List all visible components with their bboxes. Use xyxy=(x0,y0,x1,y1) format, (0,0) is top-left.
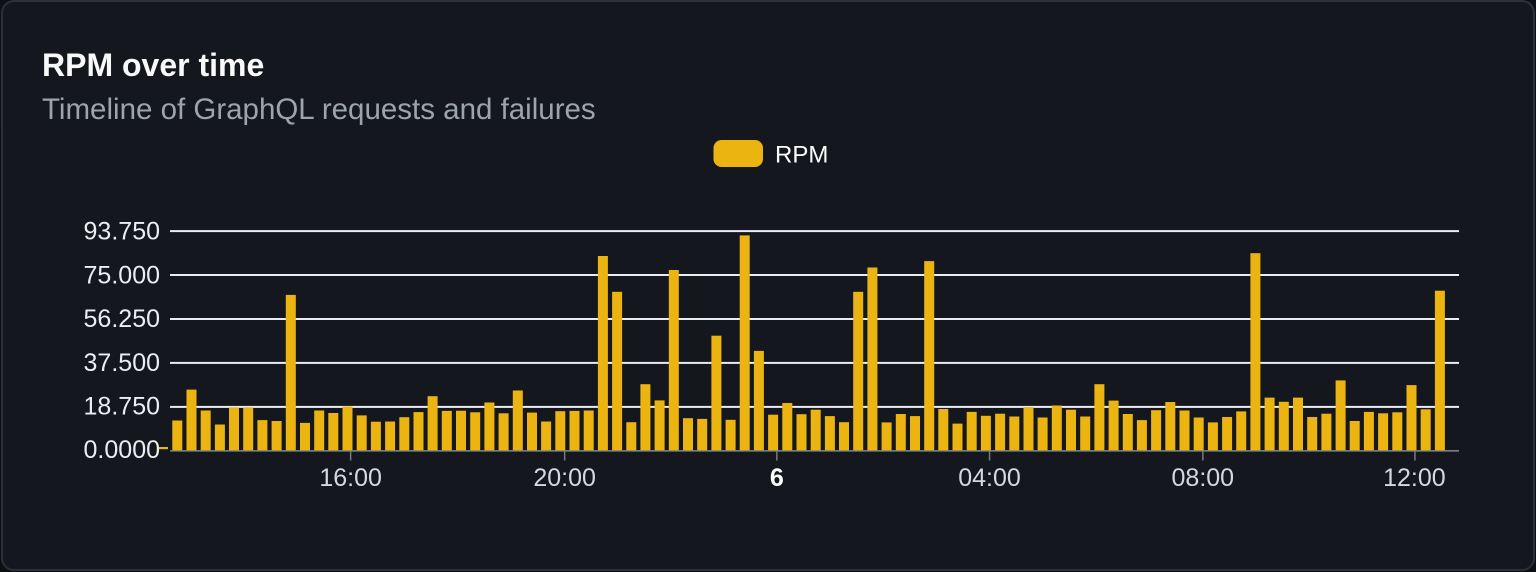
svg-text:12:00: 12:00 xyxy=(1383,464,1446,492)
svg-text:04:00: 04:00 xyxy=(958,464,1021,492)
svg-text:16:00: 16:00 xyxy=(319,464,382,492)
svg-text:08:00: 08:00 xyxy=(1172,464,1235,492)
svg-text:RPM: RPM xyxy=(775,142,828,169)
svg-text:18.750: 18.750 xyxy=(84,393,160,421)
svg-text:20:00: 20:00 xyxy=(533,464,596,492)
svg-text:56.250: 56.250 xyxy=(84,305,160,333)
svg-text:RPM over time: RPM over time xyxy=(42,47,264,83)
svg-text:75.000: 75.000 xyxy=(84,261,160,289)
svg-text:6: 6 xyxy=(770,464,784,492)
svg-text:93.750: 93.750 xyxy=(84,218,160,246)
svg-text:37.500: 37.500 xyxy=(84,349,160,377)
svg-text:Timeline of GraphQL requests a: Timeline of GraphQL requests and failure… xyxy=(42,93,596,126)
svg-text:0.0000: 0.0000 xyxy=(84,436,160,464)
